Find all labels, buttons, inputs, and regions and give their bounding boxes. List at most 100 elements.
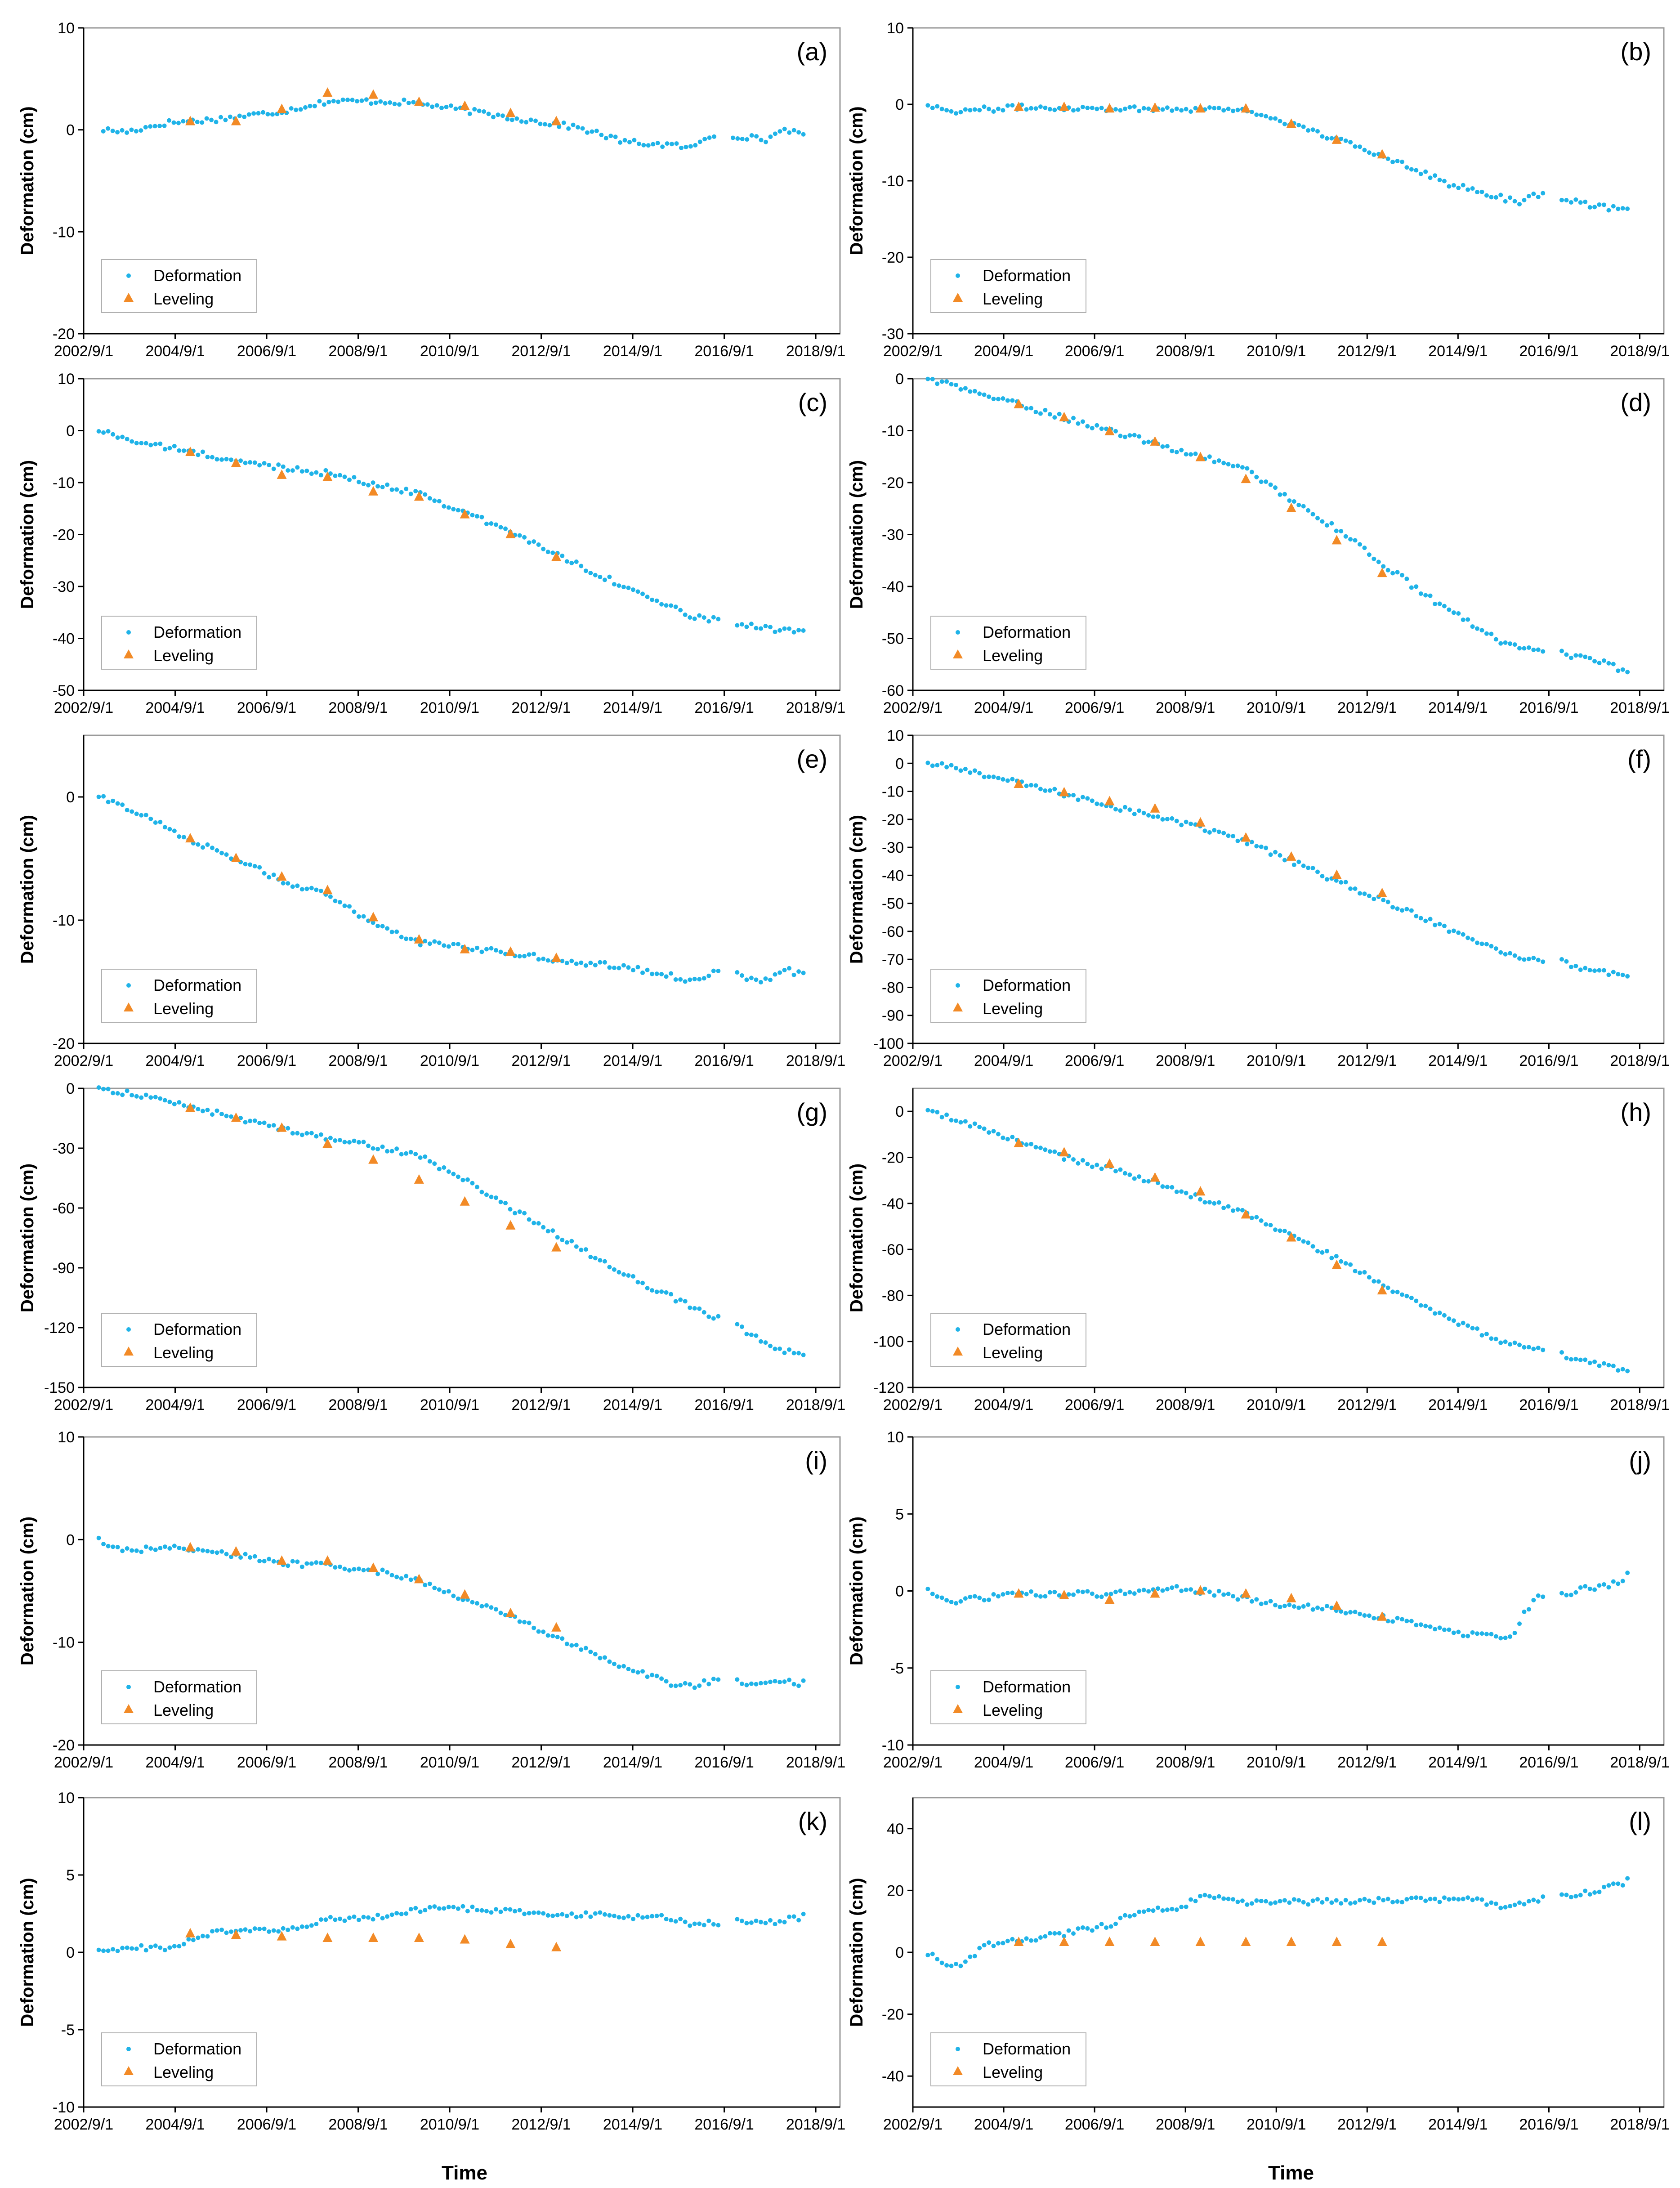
deformation-point bbox=[101, 430, 106, 435]
deformation-point bbox=[1254, 1597, 1259, 1602]
deformation-point bbox=[1601, 658, 1606, 663]
legend-box bbox=[930, 259, 1086, 313]
deformation-point bbox=[991, 774, 996, 779]
deformation-point bbox=[590, 129, 594, 134]
deformation-point bbox=[1184, 1587, 1189, 1592]
x-tick-label: 2006/9/1 bbox=[1065, 2116, 1124, 2133]
deformation-point bbox=[1127, 1914, 1132, 1919]
deformation-point bbox=[1536, 647, 1541, 652]
legend-leveling-marker bbox=[953, 1347, 963, 1356]
deformation-point bbox=[496, 112, 500, 117]
x-tick-label: 2018/9/1 bbox=[786, 1396, 845, 1414]
deformation-point bbox=[949, 1118, 954, 1123]
deformation-point bbox=[172, 443, 177, 448]
deformation-point bbox=[1310, 512, 1315, 517]
deformation-point bbox=[972, 389, 977, 394]
deformation-point bbox=[418, 943, 423, 948]
leveling-point bbox=[1286, 118, 1296, 128]
deformation-point bbox=[157, 124, 162, 129]
deformation-point bbox=[1334, 878, 1339, 883]
deformation-point bbox=[782, 1351, 787, 1356]
deformation-point bbox=[153, 442, 158, 447]
deformation-point bbox=[1348, 537, 1353, 542]
deformation-point bbox=[707, 135, 712, 140]
deformation-point bbox=[602, 960, 607, 965]
deformation-point bbox=[451, 1905, 456, 1910]
deformation-point bbox=[1367, 150, 1372, 155]
deformation-point bbox=[1536, 195, 1541, 200]
deformation-point bbox=[425, 102, 430, 107]
deformation-point bbox=[1423, 1624, 1428, 1629]
deformation-point bbox=[754, 977, 759, 982]
legend-leveling-marker bbox=[953, 649, 963, 658]
deformation-point bbox=[1587, 656, 1592, 661]
deformation-point bbox=[777, 628, 782, 633]
deformation-point bbox=[498, 1611, 503, 1615]
deformation-point bbox=[517, 954, 522, 959]
deformation-point bbox=[1522, 957, 1527, 962]
deformation-point bbox=[791, 1914, 796, 1919]
deformation-point bbox=[1395, 1615, 1400, 1620]
deformation-point bbox=[1479, 1897, 1484, 1902]
deformation-point bbox=[621, 963, 626, 968]
x-tick-label: 2018/9/1 bbox=[786, 343, 845, 360]
deformation-point bbox=[248, 460, 253, 465]
deformation-point bbox=[191, 1937, 196, 1942]
deformation-point bbox=[318, 1132, 323, 1137]
deformation-point bbox=[333, 1917, 338, 1922]
deformation-point bbox=[295, 883, 300, 888]
deformation-point bbox=[982, 392, 987, 397]
deformation-point bbox=[446, 1905, 451, 1910]
deformation-point bbox=[1399, 908, 1404, 913]
deformation-point bbox=[158, 1945, 163, 1950]
deformation-point bbox=[1240, 465, 1245, 470]
deformation-point bbox=[352, 475, 357, 480]
deformation-point bbox=[1484, 1902, 1489, 1907]
deformation-point bbox=[456, 942, 460, 947]
legend-deformation-label: Deformation bbox=[983, 266, 1071, 285]
deformation-point bbox=[706, 1314, 711, 1319]
y-tick-label: -10 bbox=[53, 912, 75, 929]
leveling-point bbox=[1014, 101, 1024, 111]
deformation-point bbox=[555, 1235, 560, 1240]
deformation-point bbox=[1568, 1593, 1573, 1597]
deformation-point bbox=[262, 1120, 267, 1125]
deformation-point bbox=[579, 1647, 584, 1652]
deformation-point bbox=[1207, 1589, 1212, 1594]
y-tick-label: -60 bbox=[882, 923, 904, 940]
deformation-point bbox=[1568, 964, 1573, 969]
deformation-point bbox=[1362, 891, 1367, 896]
deformation-point bbox=[1620, 972, 1625, 977]
deformation-point bbox=[1216, 106, 1221, 111]
deformation-point bbox=[162, 825, 167, 830]
deformation-point bbox=[621, 585, 626, 590]
deformation-point bbox=[1165, 105, 1170, 110]
leveling-point bbox=[322, 885, 333, 895]
deformation-point bbox=[787, 966, 792, 971]
deformation-point bbox=[158, 1546, 163, 1551]
x-tick-label: 2012/9/1 bbox=[511, 699, 571, 716]
deformation-point bbox=[470, 1600, 475, 1605]
deformation-point bbox=[1381, 1897, 1386, 1902]
deformation-point bbox=[96, 1947, 101, 1952]
deformation-point bbox=[432, 498, 437, 503]
deformation-point bbox=[1597, 1889, 1602, 1894]
deformation-point bbox=[337, 1137, 342, 1142]
deformation-point bbox=[257, 1927, 262, 1932]
deformation-point bbox=[460, 1177, 465, 1182]
deformation-point bbox=[574, 559, 579, 564]
x-tick-label: 2002/9/1 bbox=[883, 1052, 943, 1069]
deformation-point bbox=[1385, 568, 1390, 573]
deformation-point bbox=[1461, 183, 1466, 188]
deformation-point bbox=[1122, 106, 1127, 111]
deformation-point bbox=[299, 469, 304, 474]
leveling-point bbox=[185, 1102, 196, 1112]
deformation-point bbox=[632, 138, 637, 143]
deformation-point bbox=[1573, 1356, 1578, 1361]
deformation-point bbox=[773, 1679, 777, 1684]
deformation-point bbox=[106, 800, 111, 805]
deformation-point bbox=[1353, 538, 1358, 543]
deformation-point bbox=[228, 114, 232, 119]
deformation-point bbox=[787, 130, 792, 135]
deformation-point bbox=[167, 1945, 172, 1950]
